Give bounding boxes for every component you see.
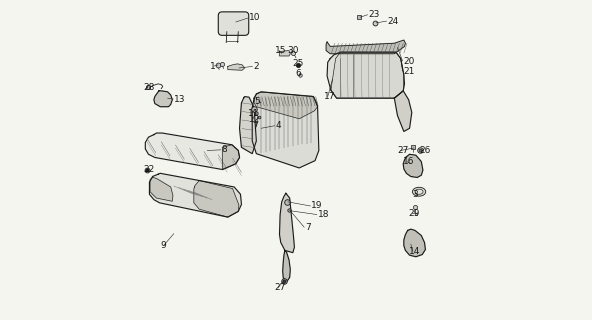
Text: 28: 28 [143, 83, 155, 92]
Polygon shape [394, 91, 412, 132]
Polygon shape [327, 52, 404, 98]
Text: 11: 11 [248, 108, 259, 117]
Polygon shape [282, 251, 290, 281]
Polygon shape [149, 173, 242, 217]
Polygon shape [228, 64, 244, 70]
Text: 15: 15 [275, 46, 287, 55]
Text: 10: 10 [249, 13, 260, 22]
Ellipse shape [415, 189, 423, 194]
Polygon shape [145, 133, 240, 170]
Polygon shape [154, 91, 172, 107]
Text: 14: 14 [408, 246, 420, 256]
Text: 18: 18 [317, 210, 329, 219]
Text: 29: 29 [408, 209, 420, 218]
Text: 20: 20 [403, 57, 414, 66]
Polygon shape [326, 40, 406, 54]
Polygon shape [279, 193, 294, 252]
Text: 25: 25 [293, 59, 304, 68]
Text: 17: 17 [324, 92, 336, 101]
Text: 7: 7 [252, 122, 258, 131]
Text: 21: 21 [403, 67, 414, 76]
Text: 6: 6 [295, 69, 301, 78]
Text: 13: 13 [174, 95, 185, 104]
Text: 3: 3 [413, 190, 419, 199]
Text: 24: 24 [387, 17, 398, 26]
Text: 1: 1 [210, 62, 216, 71]
Polygon shape [279, 51, 290, 56]
Text: 8: 8 [221, 145, 227, 154]
Polygon shape [240, 97, 256, 154]
Text: 2: 2 [253, 62, 259, 71]
Text: 19: 19 [311, 202, 323, 211]
Polygon shape [145, 133, 240, 170]
FancyBboxPatch shape [218, 12, 249, 35]
Polygon shape [150, 178, 173, 201]
Polygon shape [223, 145, 240, 170]
Text: 27: 27 [275, 283, 286, 292]
Text: 4: 4 [275, 121, 281, 130]
Text: 26: 26 [419, 146, 430, 155]
Polygon shape [331, 52, 404, 98]
Polygon shape [254, 92, 317, 119]
Polygon shape [252, 92, 319, 168]
Text: 5: 5 [255, 97, 260, 106]
Polygon shape [194, 180, 239, 217]
Polygon shape [404, 229, 426, 257]
Polygon shape [149, 173, 242, 217]
Text: 7: 7 [305, 223, 311, 232]
Ellipse shape [413, 187, 426, 196]
Text: 27: 27 [397, 146, 408, 155]
Text: 12: 12 [249, 115, 260, 124]
Text: 9: 9 [160, 241, 166, 250]
Polygon shape [403, 154, 423, 178]
Text: 23: 23 [368, 10, 379, 19]
Text: 30: 30 [287, 46, 298, 55]
Text: 22: 22 [143, 165, 155, 174]
Text: 16: 16 [403, 157, 415, 166]
